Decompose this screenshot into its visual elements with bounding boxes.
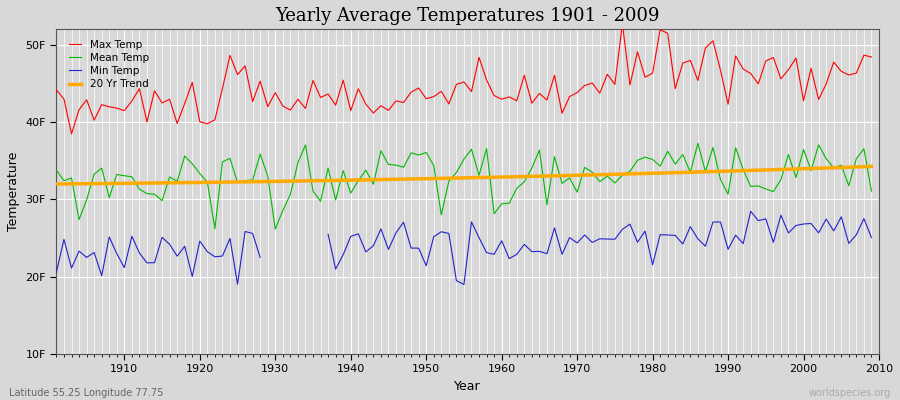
Min Temp [496,238,507,243]
Max Temp [330,103,341,108]
Y-axis label: Temperature: Temperature [7,152,20,231]
Mean Temp [330,198,341,202]
20 Yr Trend [277,179,288,184]
20 Yr Trend [51,182,62,186]
Mean Temp [504,201,515,206]
Mean Temp [866,189,877,194]
Line: Min Temp: Min Temp [57,211,871,284]
Line: Mean Temp: Mean Temp [57,143,871,229]
Mean Temp [594,179,605,184]
Mean Temp [112,172,122,177]
Mean Temp [51,168,62,173]
Min Temp [866,235,877,240]
Mean Temp [692,141,703,146]
Mean Temp [285,192,296,197]
Min Temp [594,236,605,241]
Min Temp [51,270,62,274]
Max Temp [119,108,130,113]
Max Temp [504,94,515,99]
Line: 20 Yr Trend: 20 Yr Trend [57,166,871,184]
Text: Latitude 55.25 Longitude 77.75: Latitude 55.25 Longitude 77.75 [9,388,164,398]
Legend: Max Temp, Mean Temp, Min Temp, 20 Yr Trend: Max Temp, Mean Temp, Min Temp, 20 Yr Tre… [65,36,153,94]
Line: Max Temp: Max Temp [57,24,871,134]
20 Yr Trend [323,178,334,183]
Min Temp [504,256,515,261]
Max Temp [866,55,877,60]
20 Yr Trend [496,175,507,180]
Max Temp [51,88,62,92]
20 Yr Trend [489,175,500,180]
Mean Temp [270,227,281,232]
Max Temp [594,91,605,96]
Max Temp [617,21,628,26]
Min Temp [330,267,341,272]
Max Temp [496,97,507,102]
20 Yr Trend [587,172,598,177]
Mean Temp [496,202,507,206]
Text: worldspecies.org: worldspecies.org [809,388,891,398]
Min Temp [112,251,122,256]
Max Temp [66,132,77,136]
Min Temp [285,251,296,256]
X-axis label: Year: Year [454,380,481,393]
Title: Yearly Average Temperatures 1901 - 2009: Yearly Average Temperatures 1901 - 2009 [275,7,660,25]
20 Yr Trend [866,164,877,169]
Max Temp [285,108,296,112]
20 Yr Trend [112,181,122,186]
